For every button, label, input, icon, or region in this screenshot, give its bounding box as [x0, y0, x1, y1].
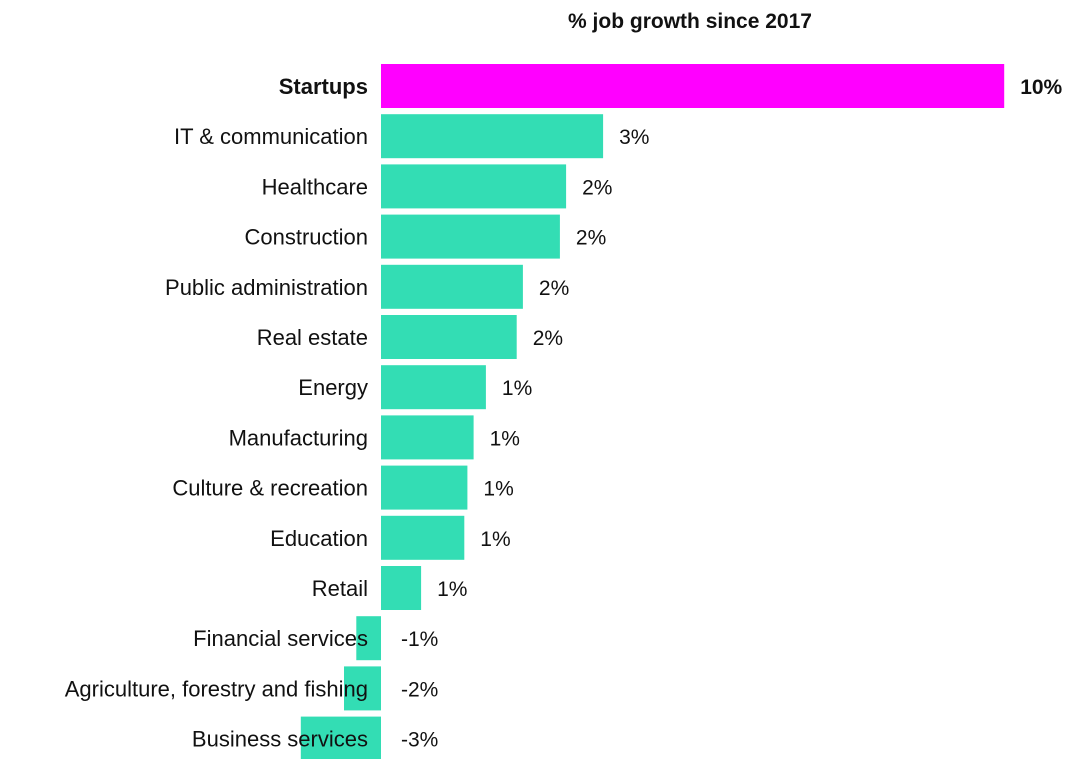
value-labels: 10% 3% 2% 2% 2% 2% 1% 1% 1% 1% 1% -1% -2% -3%: [401, 76, 1063, 752]
category-label-retail: Retail: [312, 576, 368, 601]
bar-financial-services: [356, 616, 381, 661]
category-label-healthcare: Healthcare: [262, 174, 368, 199]
category-labels: Startups IT & communication Healthcare Cons…: [65, 74, 368, 752]
bar-energy: [381, 365, 486, 410]
bar-it-and-communication: [381, 114, 604, 159]
category-label-construction: Construction: [244, 225, 368, 250]
value-label-financial-services: -1%: [401, 628, 438, 651]
category-label-culture-and-recreation: Culture & recreation: [172, 476, 368, 501]
bar-startups: [381, 64, 1005, 108]
value-label-manufacturing: 1%: [490, 427, 520, 450]
category-label-manufacturing: Manufacturing: [229, 425, 368, 450]
value-label-healthcare: 2%: [582, 176, 612, 199]
chart-title: % job growth since 2017: [568, 10, 812, 33]
category-label-energy: Energy: [298, 375, 368, 400]
category-label-public-administration: Public administration: [165, 275, 368, 300]
value-label-retail: 1%: [437, 578, 467, 601]
value-label-culture-and-recreation: 1%: [483, 478, 513, 501]
category-label-business-services: Business services: [192, 727, 368, 752]
value-label-startups: 10%: [1020, 76, 1062, 99]
category-label-financial-services: Financial services: [193, 626, 368, 651]
value-label-energy: 1%: [502, 377, 532, 400]
bar-public-administration: [381, 264, 523, 309]
bar-culture-and-recreation: [381, 465, 468, 510]
bar-real-estate: [381, 315, 517, 359]
bar-agriculture-forestry-and-fishing: [344, 666, 381, 711]
value-label-business-services: -3%: [401, 729, 438, 752]
bar-business-services: [300, 716, 381, 759]
bar-manufacturing: [381, 415, 474, 460]
value-label-education: 1%: [480, 528, 510, 551]
category-label-it-and-communication: IT & communication: [174, 124, 368, 149]
category-label-real-estate: Real estate: [257, 325, 368, 350]
bar-healthcare: [381, 164, 567, 209]
value-label-it-and-communication: 3%: [619, 126, 649, 149]
value-label-real-estate: 2%: [533, 327, 563, 350]
value-label-agriculture-forestry-and-fishing: -2%: [401, 678, 438, 701]
bars-layer: [300, 64, 1005, 759]
category-label-startups: Startups: [279, 74, 368, 99]
value-label-public-administration: 2%: [539, 277, 569, 300]
category-label-education: Education: [270, 526, 368, 551]
bar-education: [381, 515, 465, 560]
bar-construction: [381, 214, 560, 259]
category-label-agriculture-forestry-and-fishing: Agriculture, forestry and fishing: [65, 676, 368, 701]
value-label-construction: 2%: [576, 227, 606, 250]
bar-retail: [381, 566, 422, 610]
